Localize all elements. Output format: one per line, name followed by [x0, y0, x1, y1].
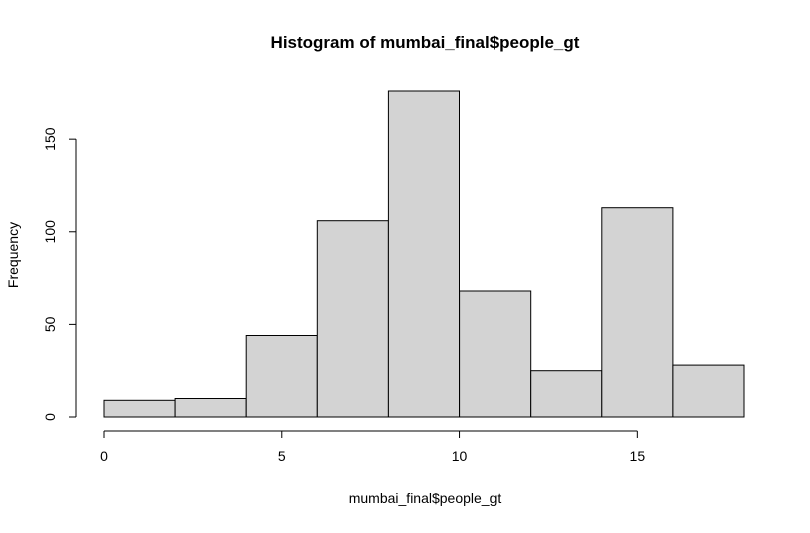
histogram-bar-6 — [530, 370, 603, 418]
histogram-bar-1 — [174, 398, 247, 418]
x-tick-label-3: 15 — [630, 448, 646, 464]
x-axis-label: mumbai_final$people_gt — [349, 490, 502, 506]
histogram-bar-5 — [459, 290, 532, 418]
x-tick-label-0: 0 — [100, 448, 108, 464]
histogram-bar-4 — [387, 90, 460, 418]
histogram-bar-8 — [672, 364, 745, 418]
y-axis-label: Frequency — [5, 222, 21, 288]
chart-title: Histogram of mumbai_final$people_gt — [271, 33, 580, 52]
y-axis: 0 50 100 150 — [42, 127, 77, 421]
x-tick-label-1: 5 — [278, 448, 286, 464]
histogram-bar-3 — [316, 220, 389, 418]
histogram-bar-0 — [103, 399, 176, 418]
y-tick-label-3: 150 — [42, 127, 58, 151]
x-tick-label-2: 10 — [452, 448, 468, 464]
y-tick-label-1: 50 — [42, 316, 58, 332]
y-tick-label-2: 100 — [42, 220, 58, 244]
y-tick-label-0: 0 — [42, 413, 58, 421]
histogram-bar-2 — [245, 335, 318, 418]
histogram-bar-7 — [601, 207, 674, 418]
bars-group — [103, 90, 745, 418]
x-axis: 0 5 10 15 — [100, 430, 646, 464]
